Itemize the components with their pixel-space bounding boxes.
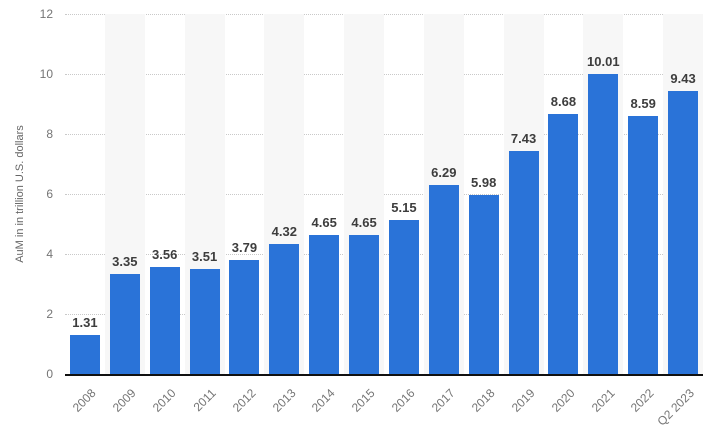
bar-value-label: 3.51	[191, 248, 218, 264]
bar-value-label: 3.79	[231, 240, 258, 256]
y-tick-label: 4	[46, 247, 53, 261]
bar-2015[interactable]	[349, 234, 380, 374]
y-tick-label: 6	[46, 187, 53, 201]
chart-column: 8.68	[544, 14, 584, 374]
bar-2011[interactable]	[189, 268, 220, 374]
x-tick-label: 2014	[309, 386, 339, 415]
chart-column: 3.79	[225, 14, 265, 374]
bar-value-label: 8.59	[630, 96, 656, 112]
x-tick-label: 2013	[269, 386, 299, 415]
bar-value-label: 5.15	[391, 199, 417, 215]
gridline	[65, 134, 703, 135]
chart-column: 5.15	[384, 14, 424, 374]
chart-column: 8.59	[623, 14, 663, 374]
bar-2021[interactable]	[588, 73, 619, 374]
chart-column: 1.31	[65, 14, 105, 374]
x-tick-label: 2021	[588, 386, 618, 415]
bar-2009[interactable]	[109, 273, 140, 374]
chart-column: 5.98	[464, 14, 504, 374]
bar-2018[interactable]	[468, 194, 499, 374]
bar-value-label: 9.43	[670, 71, 696, 87]
bar-2008[interactable]	[69, 334, 100, 374]
bar-2020[interactable]	[548, 113, 579, 374]
bar-2013[interactable]	[269, 244, 300, 374]
y-axis: 12 10 8 6 4 2 0	[0, 0, 53, 442]
bar-value-label: 3.56	[152, 247, 178, 263]
bar-value-label: 5.98	[471, 174, 497, 190]
bar-2019[interactable]	[508, 151, 539, 374]
x-tick-label: 2008	[70, 386, 99, 415]
x-tick-label: 2012	[229, 386, 259, 415]
chart-column: 4.65	[344, 14, 384, 374]
bar-value-label: 10.01	[587, 53, 620, 69]
chart-column: 3.51	[184, 14, 225, 374]
x-tick-label: 2017	[428, 386, 458, 415]
bar-value-label: 8.68	[550, 93, 577, 109]
plot-columns: 1.31 3.35 3.56 3.51 3.79 4.32 4.65 4.65 5.15 6.29…	[65, 14, 703, 374]
gridline	[65, 314, 703, 315]
bar-value-label: 4.32	[271, 224, 297, 240]
chart-column: 6.29	[423, 14, 464, 374]
bar-value-label: 6.29	[431, 165, 457, 181]
bar-2010[interactable]	[149, 267, 180, 374]
bar-value-label: 4.65	[351, 214, 377, 230]
chart-column: 9.43	[663, 14, 703, 374]
gridline	[65, 14, 703, 15]
x-tick-label: 2022	[628, 386, 658, 415]
bar-2017[interactable]	[428, 185, 459, 374]
bar-2014[interactable]	[309, 234, 340, 374]
bar-value-label: 1.31	[72, 314, 98, 330]
x-tick-label: 2018	[468, 386, 498, 415]
x-tick-label: Q2 2023	[654, 386, 697, 429]
chart-column: 7.43	[503, 14, 544, 374]
chart-column: 4.65	[304, 14, 344, 374]
bar-value-label: 7.43	[510, 131, 537, 147]
y-tick-label: 8	[46, 127, 53, 141]
x-tick-label: 2009	[109, 386, 139, 415]
x-tick-label: 2016	[389, 386, 418, 415]
x-tick-label: 2011	[190, 386, 219, 415]
y-tick-label: 12	[39, 7, 53, 21]
x-tick-label: 2020	[548, 386, 578, 415]
bar-2022[interactable]	[628, 116, 659, 374]
gridline	[65, 194, 703, 195]
chart-column: 10.01	[583, 14, 624, 374]
y-tick-label: 0	[46, 367, 53, 381]
gridline	[65, 74, 703, 75]
x-tick-label: 2019	[508, 386, 538, 415]
gridline	[65, 254, 703, 255]
bar-2016[interactable]	[388, 219, 419, 374]
bar-value-label: 3.35	[112, 253, 138, 269]
bar-Q2 2023[interactable]	[668, 91, 699, 374]
y-tick-label: 10	[39, 67, 53, 81]
bar-2012[interactable]	[229, 260, 260, 374]
chart-column: 4.32	[264, 14, 305, 374]
y-tick-label: 2	[46, 307, 53, 321]
x-tick-label: 2015	[349, 386, 378, 415]
chart-column: 3.35	[104, 14, 145, 374]
x-axis-labels: 2008 2009 2010 2011 2012 2013 2014 2015 2016 2017…	[65, 380, 703, 442]
plot-area: 1.31 3.35 3.56 3.51 3.79 4.32 4.65 4.65 5.15 6.29…	[65, 14, 703, 376]
bar-value-label: 4.65	[311, 214, 337, 230]
x-tick-label: 2010	[149, 386, 179, 415]
chart-column: 3.56	[145, 14, 185, 374]
